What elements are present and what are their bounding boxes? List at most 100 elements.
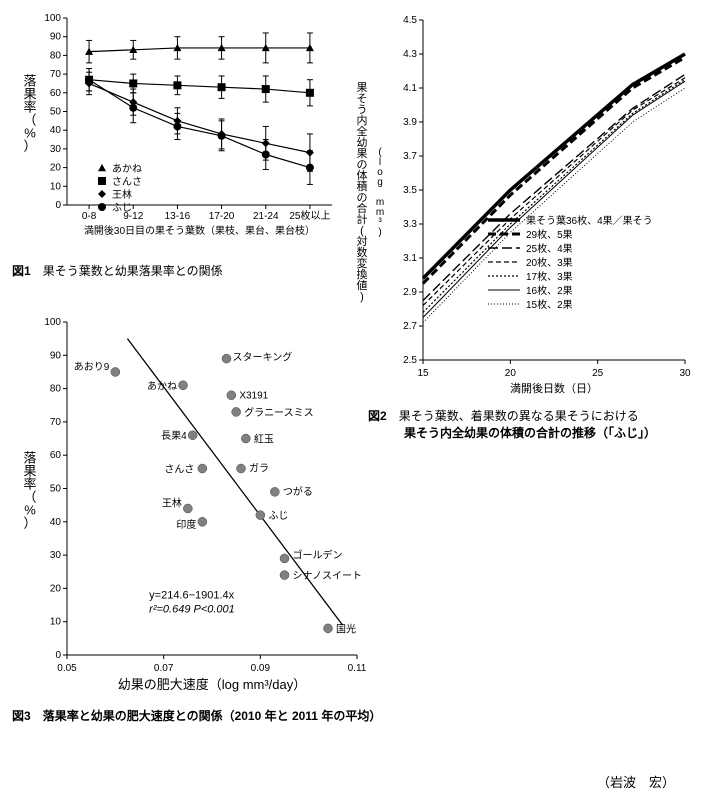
svg-text:50: 50 [50, 484, 62, 495]
svg-text:あおり9: あおり9 [74, 361, 110, 373]
svg-text:0.09: 0.09 [251, 663, 271, 674]
svg-text:あかね: あかね [112, 163, 142, 175]
svg-text:13-16: 13-16 [165, 211, 191, 222]
svg-text:30: 30 [50, 550, 62, 561]
svg-text:3.5: 3.5 [403, 185, 417, 196]
svg-text:0.05: 0.05 [57, 663, 77, 674]
svg-text:25: 25 [592, 368, 604, 379]
fig3-caption: 図3 落果率と幼果の肥大速度との関係（2010 年と 2011 年の平均） [12, 708, 412, 725]
svg-text:16枚、2果: 16枚、2果 [526, 284, 573, 297]
svg-text:25枚以上: 25枚以上 [289, 209, 330, 222]
svg-text:国光: 国光 [336, 622, 356, 635]
svg-text:）: ） [23, 516, 36, 531]
svg-text:変: 変 [357, 256, 368, 270]
svg-text:25枚、4果: 25枚、4果 [526, 242, 573, 255]
svg-text:0.07: 0.07 [154, 663, 174, 674]
svg-text:ガラ: ガラ [249, 463, 269, 475]
svg-text:10: 10 [50, 617, 62, 628]
svg-text:15: 15 [417, 368, 429, 379]
svg-text:満開後30日目の果そう葉数（果枝、果台、果台枝）: 満開後30日目の果そう葉数（果枝、果台、果台枝） [84, 224, 315, 237]
figure-1: 01020304050607080901000-89-1213-1617-202… [12, 10, 342, 280]
svg-text:20枚、3果: 20枚、3果 [526, 256, 573, 269]
svg-text:内: 内 [357, 113, 368, 127]
svg-text:紅玉: 紅玉 [254, 434, 274, 446]
svg-text:100: 100 [44, 317, 61, 328]
svg-text:）: ） [23, 139, 36, 154]
fig1-caption-text: 果そう葉数と幼果落果率との関係 [43, 264, 223, 278]
svg-text:幼果の肥大速度（log mm³/day）: 幼果の肥大速度（log mm³/day） [118, 677, 307, 692]
svg-text:70: 70 [50, 69, 62, 80]
svg-text:3.7: 3.7 [403, 151, 417, 162]
svg-text:シナノスイート: シナノスイート [293, 570, 363, 582]
svg-text:グラニースミス: グラニースミス [244, 406, 314, 419]
svg-text:3.1: 3.1 [403, 253, 417, 264]
fig2-caption-line1: 果そう葉数、着果数の異なる果そうにおける [399, 409, 639, 423]
svg-text:60: 60 [50, 88, 62, 99]
fig3-caption-title: 図3 [12, 709, 31, 723]
svg-text:対: 対 [357, 234, 368, 248]
svg-text:あかね: あかね [147, 380, 177, 392]
svg-text:0.11: 0.11 [348, 663, 367, 674]
svg-text:ふじ: ふじ [268, 510, 288, 522]
svg-text:90: 90 [50, 32, 62, 43]
svg-text:王林: 王林 [112, 188, 132, 201]
svg-text:さんさ: さんさ [112, 176, 142, 188]
svg-text:20: 20 [50, 583, 62, 594]
svg-text:r²=0.649 P<0.001: r²=0.649 P<0.001 [149, 603, 235, 615]
svg-text:30: 30 [50, 144, 62, 155]
fig1-caption: 図1 果そう葉数と幼果落果率との関係 [12, 263, 342, 280]
svg-text:): ) [378, 227, 381, 238]
svg-text:さんさ: さんさ [164, 464, 194, 476]
svg-text:50: 50 [50, 107, 62, 118]
svg-text:体: 体 [357, 168, 368, 182]
svg-text:3.3: 3.3 [403, 219, 417, 230]
svg-text:y=214.6−1901.4x: y=214.6−1901.4x [149, 589, 235, 601]
svg-text:10: 10 [50, 181, 62, 192]
svg-text:4.1: 4.1 [403, 83, 417, 94]
svg-text:スターキング: スターキング [233, 351, 293, 364]
svg-text:積: 積 [357, 179, 368, 193]
svg-text:王林: 王林 [162, 496, 182, 509]
svg-text:0-8: 0-8 [82, 211, 97, 222]
svg-text:印度: 印度 [176, 518, 196, 531]
svg-text:80: 80 [50, 50, 62, 61]
svg-text:合: 合 [357, 201, 368, 215]
fig1-caption-title: 図1 [12, 264, 31, 278]
svg-text:4.3: 4.3 [403, 49, 417, 60]
svg-text:40: 40 [50, 517, 62, 528]
svg-text:4.5: 4.5 [403, 15, 417, 26]
svg-text:60: 60 [50, 450, 62, 461]
svg-text:満開後日数（日）: 満開後日数（日） [510, 381, 598, 395]
svg-text:15枚、2果: 15枚、2果 [526, 298, 573, 311]
svg-text:17-20: 17-20 [209, 211, 235, 222]
fig3-caption-text: 落果率と幼果の肥大速度との関係（2010 年と 2011 年の平均） [43, 709, 382, 723]
svg-text:ゴールデン: ゴールデン [293, 548, 343, 561]
svg-text:3.9: 3.9 [403, 117, 417, 128]
fig3-chart: 01020304050607080901000.050.070.090.11落果… [12, 310, 402, 700]
svg-text:計: 計 [357, 212, 368, 226]
svg-text:17枚、3果: 17枚、3果 [526, 270, 573, 283]
svg-text:29枚、5果: 29枚、5果 [526, 228, 573, 241]
svg-text:つがる: つがる [283, 485, 313, 498]
svg-text:20: 20 [50, 163, 62, 174]
svg-text:90: 90 [50, 350, 62, 361]
figure-3: 01020304050607080901000.050.070.090.11落果… [12, 310, 412, 725]
svg-text:X3191: X3191 [239, 390, 268, 401]
svg-text:80: 80 [50, 384, 62, 395]
svg-text:全: 全 [357, 124, 368, 138]
svg-text:30: 30 [679, 368, 691, 379]
svg-text:100: 100 [44, 13, 61, 24]
author-name: （岩波 宏） [597, 772, 675, 791]
svg-text:0: 0 [55, 200, 61, 211]
svg-text:g: g [377, 177, 383, 188]
fig2-caption-line2: 果そう内全幼果の体積の合計の推移（「ふじ」） [404, 426, 656, 440]
svg-text:40: 40 [50, 125, 62, 136]
svg-text:20: 20 [505, 368, 517, 379]
svg-text:0: 0 [55, 650, 61, 661]
svg-text:21-24: 21-24 [253, 211, 279, 222]
svg-text:): ) [360, 291, 364, 303]
page: 01020304050607080901000-89-1213-1617-202… [10, 10, 695, 796]
svg-text:ふじ: ふじ [112, 202, 132, 214]
fig1-chart: 01020304050607080901000-89-1213-1617-202… [12, 10, 342, 255]
svg-text:長果4: 長果4 [161, 430, 187, 442]
